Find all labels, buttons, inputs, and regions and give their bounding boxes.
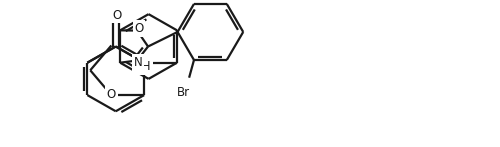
Text: N: N [134,56,142,69]
Text: O: O [134,22,143,35]
Text: NH: NH [134,60,151,73]
Text: Br: Br [176,86,190,99]
Text: O: O [106,88,116,101]
Text: O: O [112,9,122,22]
